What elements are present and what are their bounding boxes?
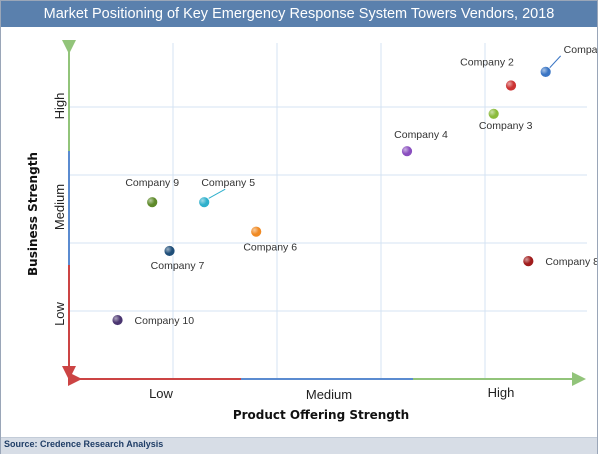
x-tick-low: Low <box>149 386 173 401</box>
point-shine <box>505 79 517 91</box>
source-text: Source: Credence Research Analysis <box>4 439 164 449</box>
y-tick-low: Low <box>52 301 67 325</box>
point-label: Company 2 <box>460 56 514 68</box>
point-shine <box>164 245 176 257</box>
y-tick-medium: Medium <box>52 184 67 230</box>
data-point-10: Company 10 <box>111 314 195 327</box>
leader-line <box>206 188 226 200</box>
data-point-1: Company 1 <box>539 44 597 78</box>
y-axis-title: Business Strength <box>26 152 40 276</box>
point-label: Company 8 <box>545 256 597 268</box>
data-point-8: Company 8 <box>522 255 597 268</box>
source-bar: Source: Credence Research Analysis <box>1 437 597 454</box>
point-shine <box>250 226 262 238</box>
data-point-2: Company 2 <box>460 56 517 92</box>
x-tick-medium: Medium <box>306 387 352 402</box>
point-label: Company 9 <box>125 177 179 189</box>
point-label: Company 1 <box>564 44 597 56</box>
y-tick-high: High <box>52 93 67 120</box>
point-shine <box>488 108 500 120</box>
point-label: Company 10 <box>135 315 195 327</box>
point-shine <box>198 196 210 208</box>
leader-line <box>548 55 562 70</box>
data-point-4: Company 4 <box>394 129 448 158</box>
data-points: Company 1 Company 2 Company 3 Company 4 Comp… <box>111 44 597 327</box>
data-point-5: Company 5 <box>198 177 255 209</box>
data-point-3: Company 3 <box>479 107 533 132</box>
point-label: Company 3 <box>479 120 533 132</box>
point-label: Company 5 <box>201 177 255 189</box>
point-label: Company 6 <box>243 242 297 254</box>
point-shine <box>401 145 413 157</box>
x-axis-title: Product Offering Strength <box>233 408 409 422</box>
data-point-7: Company 7 <box>151 245 205 272</box>
point-label: Company 7 <box>151 260 205 272</box>
data-point-9: Company 9 <box>125 177 179 209</box>
chart-svg: Low Medium High Low Medium High Product … <box>26 40 597 422</box>
chart-title: Market Positioning of Key Emergency Resp… <box>1 1 597 27</box>
point-shine <box>540 66 552 78</box>
point-shine <box>146 196 158 208</box>
data-point-6: Company 6 <box>243 225 297 254</box>
point-shine <box>112 314 124 326</box>
x-tick-high: High <box>488 385 515 400</box>
point-label: Company 4 <box>394 129 448 141</box>
point-shine <box>522 255 534 267</box>
gridlines <box>69 43 587 379</box>
